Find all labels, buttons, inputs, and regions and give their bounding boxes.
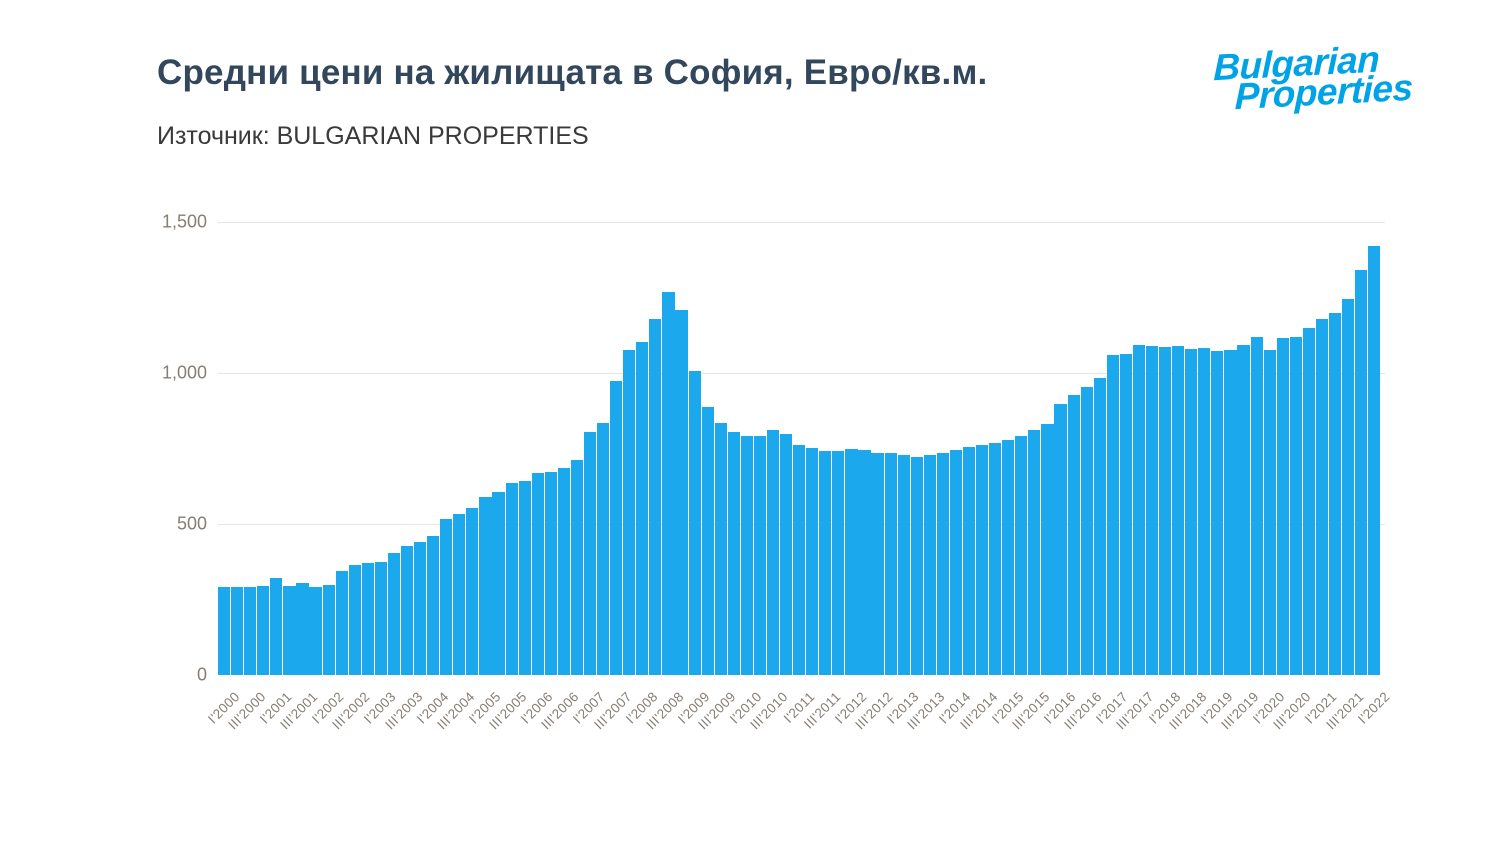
bar	[1250, 337, 1263, 675]
bar	[1368, 245, 1381, 675]
page-title: Средни цени на жилищата в София, Евро/кв…	[157, 53, 988, 92]
bar	[1328, 312, 1342, 675]
bar	[1015, 436, 1028, 675]
bar	[231, 586, 244, 675]
bar	[453, 514, 466, 675]
bar	[270, 577, 283, 675]
bar	[427, 535, 440, 675]
bar	[1159, 347, 1172, 675]
bar	[649, 318, 662, 675]
bar	[1341, 299, 1355, 675]
bar	[989, 443, 1002, 675]
bar	[845, 449, 858, 675]
bar	[701, 406, 714, 675]
bar	[544, 471, 557, 675]
bar	[400, 545, 414, 675]
bar	[1224, 349, 1237, 675]
bar	[296, 582, 309, 675]
bar	[675, 309, 688, 675]
bar	[871, 452, 884, 675]
bar	[570, 459, 584, 675]
bar	[1276, 338, 1289, 675]
bar	[662, 292, 675, 675]
bar	[1132, 344, 1146, 675]
bar	[636, 341, 649, 675]
bar	[949, 450, 963, 675]
bar	[1145, 345, 1159, 675]
bar	[218, 586, 231, 675]
bar	[597, 422, 610, 675]
bar	[923, 455, 936, 675]
bar	[1119, 353, 1132, 675]
bar	[1054, 404, 1067, 675]
bar	[1211, 350, 1224, 675]
y-axis-tick-label: 500	[176, 513, 207, 534]
bar	[1355, 269, 1368, 675]
bar	[819, 450, 832, 675]
bar	[779, 434, 793, 675]
y-axis-tick-label: 1,000	[161, 362, 207, 383]
bar	[858, 450, 871, 675]
bar	[740, 436, 753, 675]
bar	[897, 455, 910, 675]
bar	[244, 587, 257, 675]
bar	[1185, 349, 1198, 675]
gridline-1000	[218, 373, 1385, 374]
bar	[1289, 337, 1302, 675]
bar	[1002, 440, 1015, 675]
gridline-1500	[218, 222, 1385, 223]
bar	[832, 450, 845, 675]
bar	[962, 446, 976, 675]
bar	[1172, 345, 1185, 675]
bar	[557, 468, 570, 675]
bar	[387, 553, 401, 675]
bar	[309, 586, 322, 675]
bar	[374, 562, 387, 675]
bar	[531, 473, 544, 675]
y-axis-tick-label: 1,500	[161, 211, 207, 232]
bar	[610, 381, 623, 675]
bar	[1080, 386, 1093, 675]
bar	[414, 541, 427, 675]
y-axis-tick-label: 0	[196, 664, 207, 685]
bar	[753, 436, 766, 675]
bar	[910, 456, 923, 675]
bar	[976, 444, 989, 675]
bar	[518, 480, 531, 675]
bar	[479, 497, 492, 675]
bar	[936, 453, 949, 675]
bar	[1067, 395, 1080, 675]
bar	[361, 563, 374, 675]
bar	[1198, 348, 1211, 675]
bar	[623, 349, 636, 675]
bar	[793, 444, 806, 675]
bar	[806, 448, 819, 675]
bar	[1263, 350, 1276, 675]
bar	[335, 571, 348, 675]
bar	[1315, 319, 1328, 675]
bar	[348, 565, 361, 675]
bar	[688, 370, 701, 675]
bar	[505, 482, 518, 675]
bar	[283, 585, 296, 675]
bar	[1028, 429, 1041, 675]
bar	[714, 422, 727, 675]
bar	[257, 585, 270, 675]
bar	[466, 507, 479, 675]
bar	[492, 492, 505, 675]
bar	[1093, 378, 1106, 675]
bar	[1237, 344, 1250, 675]
page-subtitle: Източник: BULGARIAN PROPERTIES	[157, 122, 589, 150]
bar	[1106, 354, 1119, 675]
bar	[322, 585, 335, 675]
bar	[583, 431, 597, 675]
bar	[1302, 328, 1315, 675]
bar	[766, 430, 780, 675]
bar	[1041, 423, 1054, 675]
bar	[884, 453, 897, 675]
bar	[440, 518, 453, 675]
bar	[727, 431, 740, 675]
